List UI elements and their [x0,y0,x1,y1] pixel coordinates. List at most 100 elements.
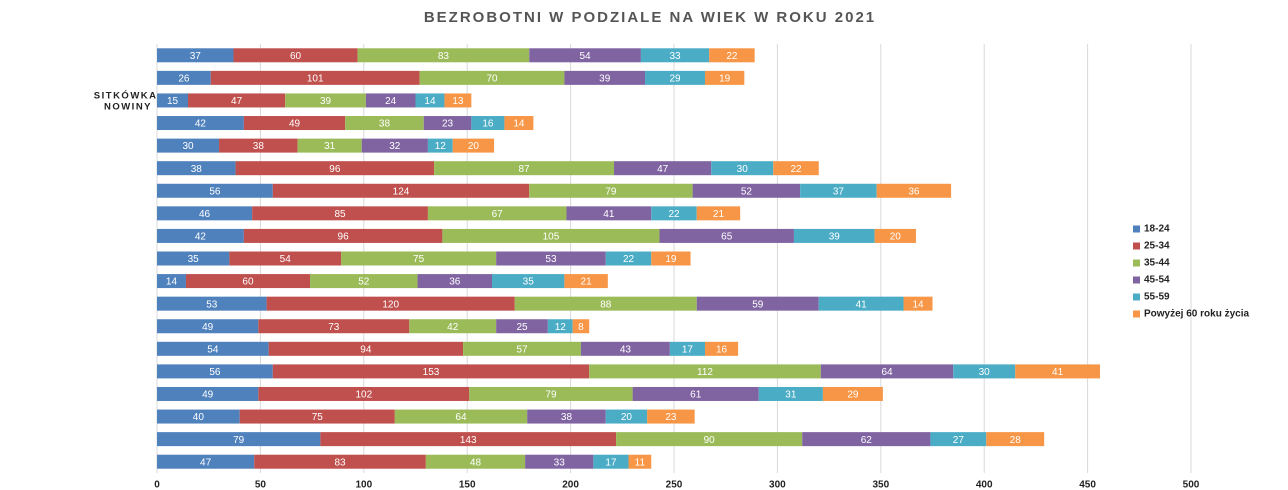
bar-segment [705,341,739,356]
bar-segment [229,251,342,266]
bar-segment [272,183,530,198]
data-label: 47 [657,164,669,175]
data-label: 57 [516,344,528,355]
data-label: 36 [449,277,461,288]
bar-segment [357,48,530,63]
bar-segment [258,319,410,334]
data-label: 14 [166,277,178,288]
bar-segment [566,206,652,221]
data-label: 101 [307,74,324,85]
data-label: 19 [719,74,731,85]
data-label: 54 [207,344,219,355]
data-label: 14 [912,299,924,310]
data-label: 31 [785,390,797,401]
bar-segment [427,138,453,153]
data-label: 29 [669,74,681,85]
data-label: 61 [690,390,702,401]
bar-segment [444,93,472,108]
data-label: 33 [554,457,566,468]
bar-segment [157,274,186,289]
data-label: 30 [182,141,194,152]
data-label: 49 [202,390,214,401]
data-label: 30 [737,164,749,175]
data-label: 22 [726,51,738,62]
legend-swatch [1133,293,1140,301]
data-label: 53 [545,254,557,265]
data-label: 38 [253,141,265,152]
bar-segment [496,319,548,334]
data-label: 20 [468,141,480,152]
bar-segment [341,251,497,266]
x-tick-label: 50 [255,480,267,490]
legend-label: Powyżej 60 roku życia [1144,309,1249,320]
bar-segment [793,228,875,243]
data-label: 22 [668,209,680,220]
data-label: 54 [580,51,592,62]
legend-swatch [1133,276,1140,284]
data-label: 70 [486,74,498,85]
data-label: 83 [438,51,450,62]
bar-segment [310,274,418,289]
data-label: 8 [578,322,584,333]
bar-segment [802,432,931,447]
legend-label: 55-59 [1144,292,1170,303]
data-label: 35 [188,254,200,265]
bar-segment [210,70,420,85]
x-tick-label: 100 [355,480,372,490]
bar-segment [874,228,916,243]
bar-segment [692,183,801,198]
bar-segment [219,138,298,153]
data-label: 39 [829,232,841,243]
data-label: 12 [555,322,567,333]
data-label: 17 [605,457,617,468]
data-label: 105 [543,232,560,243]
bar-segment [157,409,240,424]
bar-segment [157,319,259,334]
bar-segment [157,93,189,108]
data-label: 62 [861,435,873,446]
bar-segment [820,364,954,379]
bar-segment [589,364,821,379]
bar-segment [564,70,646,85]
bar-segment [442,228,660,243]
bar-segment [696,206,741,221]
bar-segment [415,93,445,108]
bar-segment [235,161,435,176]
legend-label: 18-24 [1144,224,1170,235]
data-label: 40 [193,412,205,423]
data-label: 75 [312,412,324,423]
data-label: 79 [605,186,617,197]
bar-segment [903,296,933,311]
data-label: 64 [455,412,467,423]
legend-label: 25-34 [1144,241,1170,252]
bar-segment [525,454,594,469]
legend-swatch [1133,310,1140,318]
data-label: 38 [379,119,391,130]
data-label: 143 [460,435,477,446]
bar-segment [800,183,877,198]
bar-segment [157,296,267,311]
data-label: 15 [167,96,179,107]
data-label: 24 [385,96,397,107]
bar-segment [632,386,759,401]
bar-segment [423,116,472,131]
data-label: 60 [290,51,302,62]
bar-segment [709,48,755,63]
data-label: 22 [623,254,635,265]
bar-segment [711,161,774,176]
bar-segment [471,116,505,131]
bar-segment [651,251,691,266]
data-label: 153 [423,367,440,378]
bar-segment [1015,364,1101,379]
bar-segment [157,48,234,63]
data-label: 47 [231,96,243,107]
x-tick-label: 150 [459,480,476,490]
bar-segment [157,138,220,153]
bar-segment [628,454,652,469]
bar-segment [419,70,565,85]
bar-segment [185,274,311,289]
bar-segment [365,93,416,108]
bar-segment [696,296,819,311]
bar-segment [640,48,710,63]
